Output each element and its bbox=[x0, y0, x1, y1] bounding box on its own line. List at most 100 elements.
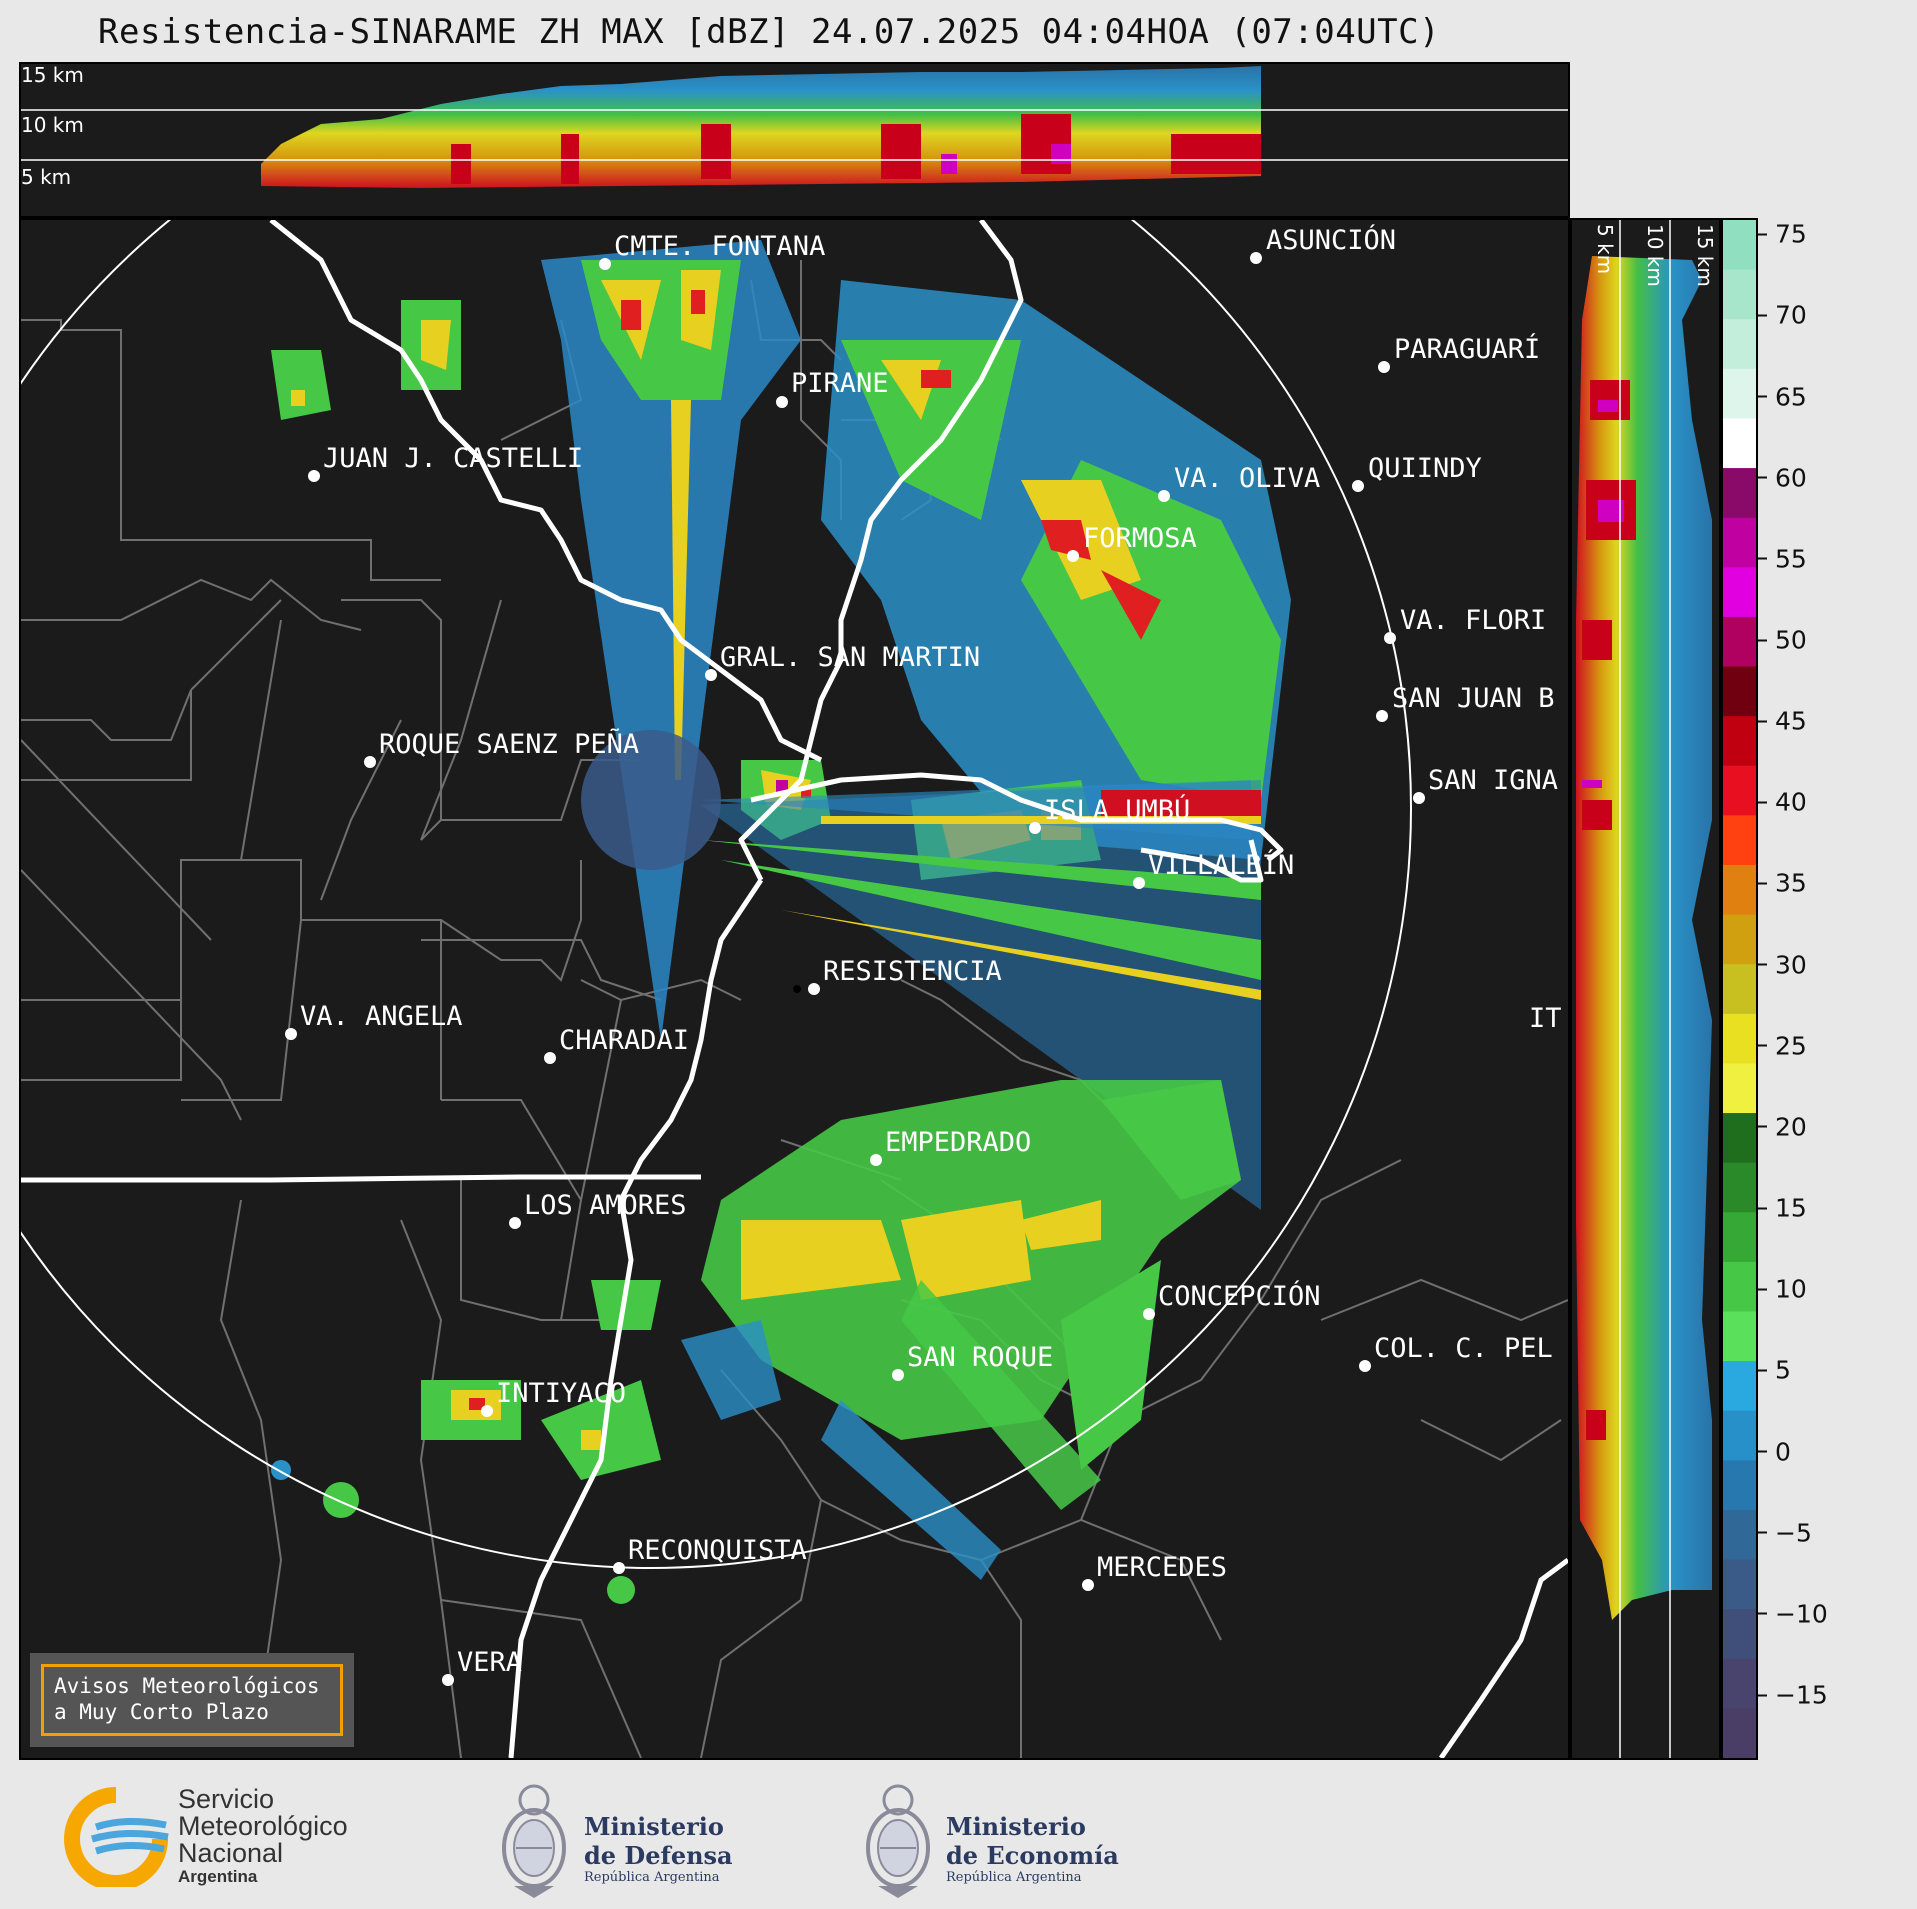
marker bbox=[509, 1217, 521, 1229]
economia-line-1: Ministerio bbox=[946, 1812, 1086, 1841]
defensa-name: Ministerio de Defensa República Argentin… bbox=[584, 1812, 733, 1885]
marker bbox=[1029, 822, 1041, 834]
colorbar-tick-label: −15 bbox=[1758, 1681, 1828, 1710]
place-label: PARAGUARÍ bbox=[1394, 333, 1540, 365]
colorbar-tick-label: 50 bbox=[1758, 626, 1807, 655]
colorbar-swatch bbox=[1723, 319, 1756, 370]
place-label: EMPEDRADO bbox=[885, 1127, 1031, 1158]
colorbar-swatch bbox=[1723, 616, 1756, 668]
marker bbox=[1378, 361, 1390, 373]
marker bbox=[1359, 1360, 1371, 1372]
colorbar-swatch bbox=[1723, 1410, 1756, 1461]
colorbar-swatch bbox=[1723, 1559, 1756, 1610]
colorbar-swatch bbox=[1723, 269, 1756, 320]
marker bbox=[1250, 252, 1262, 264]
coat-of-arms-icon bbox=[502, 1784, 566, 1898]
marker bbox=[442, 1674, 454, 1686]
marker bbox=[1067, 550, 1079, 562]
colorbar-tick-label: 45 bbox=[1758, 707, 1807, 736]
place-label: VA. FLORI bbox=[1400, 605, 1546, 636]
colorbar-swatch bbox=[1723, 567, 1756, 618]
top-cross-section: 15 km 10 km 5 km bbox=[19, 62, 1570, 218]
radar-site-marker bbox=[793, 985, 801, 993]
colorbar-tick-label: 75 bbox=[1758, 220, 1807, 249]
colorbar-swatch bbox=[1723, 1113, 1756, 1164]
colorbar-swatch bbox=[1723, 1361, 1756, 1412]
colorbar-swatch bbox=[1723, 220, 1756, 271]
radar-map[interactable]: CMTE. FONTANA ASUNCIÓN PARAGUARÍ PIRANE … bbox=[19, 218, 1570, 1760]
colorbar-ticks: 75 70 65 60 55 50 45 40 35 30 25 20 15 10 5 0 −5 −10 −15 bbox=[1758, 218, 1908, 1760]
radar-echoes bbox=[271, 240, 1291, 1604]
smn-name: Servicio Meteorológico Nacional Argentin… bbox=[178, 1786, 348, 1887]
colorbar-tick-label: 10 bbox=[1758, 1275, 1807, 1304]
coat-of-arms-icon bbox=[866, 1784, 930, 1898]
colorbar-tick-label: 40 bbox=[1758, 788, 1807, 817]
colorbar-swatch bbox=[1723, 468, 1756, 519]
top-cross-section-plot: 15 km 10 km 5 km bbox=[21, 63, 1568, 189]
colorbar-swatch bbox=[1723, 1013, 1756, 1065]
colorbar-tick-label: 65 bbox=[1758, 382, 1807, 411]
marker bbox=[776, 396, 788, 408]
range-ring bbox=[21, 220, 1412, 1569]
place-label: GRAL. SAN MARTIN bbox=[720, 642, 980, 673]
colorbar-swatch bbox=[1723, 1460, 1756, 1511]
right-level-10km: 10 km bbox=[1643, 224, 1667, 287]
aviso-line-2: a Muy Corto Plazo bbox=[54, 1700, 269, 1724]
top-level-10km: 10 km bbox=[21, 113, 84, 137]
colorbar-swatch bbox=[1723, 864, 1756, 916]
marker bbox=[1384, 632, 1396, 644]
defensa-line-3: República Argentina bbox=[584, 1870, 720, 1885]
colorbar-swatch bbox=[1723, 368, 1756, 420]
marker bbox=[364, 756, 376, 768]
top-level-15km: 15 km bbox=[21, 64, 84, 87]
marker bbox=[892, 1369, 904, 1381]
marker bbox=[544, 1052, 556, 1064]
colorbar-swatch bbox=[1723, 1261, 1756, 1313]
defensa-line-2: de Defensa bbox=[584, 1841, 733, 1870]
colorbar-swatch bbox=[1723, 1311, 1756, 1362]
marker bbox=[613, 1562, 625, 1574]
smn-logo-icon bbox=[64, 1787, 169, 1887]
marker bbox=[285, 1028, 297, 1040]
rivers bbox=[21, 220, 1568, 1758]
economia-line-2: de Economía bbox=[946, 1841, 1119, 1870]
marker bbox=[1158, 490, 1170, 502]
colorbar-tick-label: 35 bbox=[1758, 869, 1807, 898]
colorbar-tick-label: 60 bbox=[1758, 463, 1807, 492]
marker bbox=[481, 1405, 493, 1417]
colorbar-tick-label: 30 bbox=[1758, 950, 1807, 979]
place-label: FORMOSA bbox=[1083, 523, 1197, 554]
smn-line-1: Servicio bbox=[178, 1784, 275, 1814]
marker bbox=[1413, 792, 1425, 804]
colorbar-swatch bbox=[1723, 418, 1756, 469]
place-label: RECONQUISTA bbox=[628, 1535, 807, 1566]
economia-name: Ministerio de Economía República Argenti… bbox=[946, 1812, 1119, 1885]
place-label: CONCEPCIÓN bbox=[1158, 1280, 1321, 1312]
colorbar-swatch bbox=[1723, 517, 1756, 568]
right-cross-section-plot: 5 km 10 km 15 km bbox=[1576, 220, 1717, 1758]
place-label: COL. C. PEL bbox=[1374, 1333, 1553, 1364]
marker bbox=[599, 258, 611, 270]
place-label: CHARADAI bbox=[559, 1025, 689, 1056]
economia-line-3: República Argentina bbox=[946, 1870, 1082, 1885]
colorbar-tick-label: −5 bbox=[1758, 1518, 1812, 1547]
smn-line-2: Meteorológico bbox=[178, 1811, 348, 1841]
colorbar-swatch bbox=[1723, 1162, 1756, 1213]
colorbar-swatch bbox=[1723, 964, 1756, 1015]
marker bbox=[808, 983, 820, 995]
aviso-box: Avisos Meteorológicos a Muy Corto Plazo bbox=[30, 1653, 354, 1747]
smn-line-4: Argentina bbox=[178, 1867, 258, 1886]
marker bbox=[1133, 877, 1145, 889]
map-title: Resistencia-SINARAME ZH MAX [dBZ] 24.07.… bbox=[98, 12, 1441, 52]
colorbar-tick-label: 5 bbox=[1758, 1356, 1791, 1385]
colorbar-swatch bbox=[1723, 666, 1756, 717]
colorbar-tick-label: 70 bbox=[1758, 301, 1807, 330]
place-label: QUIINDY bbox=[1368, 453, 1482, 484]
right-level-15km: 15 km bbox=[1693, 224, 1717, 287]
colorbar-tick-label: 20 bbox=[1758, 1112, 1807, 1141]
place-label: ISLA UMBÚ bbox=[1044, 794, 1190, 826]
radar-map-svg: CMTE. FONTANA ASUNCIÓN PARAGUARÍ PIRANE … bbox=[21, 220, 1568, 1758]
place-label: VERA bbox=[457, 1647, 522, 1678]
place-label: ROQUE SAENZ PEÑA bbox=[379, 728, 639, 760]
marker bbox=[1143, 1308, 1155, 1320]
